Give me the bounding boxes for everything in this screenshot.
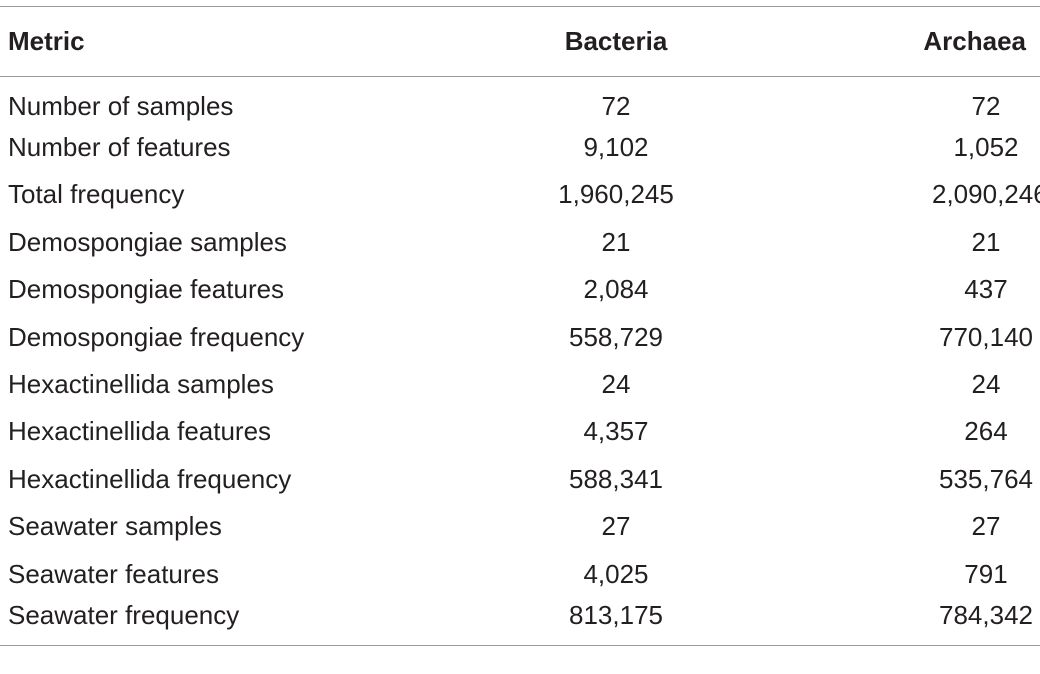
table-row: Hexactinellida samples 24 24: [0, 361, 1040, 408]
cell-metric: Hexactinellida frequency: [8, 463, 292, 494]
cell-bacteria: 4,025: [583, 558, 649, 589]
table-row: Number of samples 72 72: [0, 77, 1040, 124]
cell-metric: Demospongiae frequency: [8, 321, 305, 352]
cell-metric: Number of samples: [8, 90, 234, 121]
table-row: Hexactinellida frequency 588,341 535,764: [0, 456, 1040, 503]
cell-bacteria: 588,341: [569, 463, 663, 494]
cell-bacteria: 558,729: [569, 321, 663, 352]
cell-archaea: 24: [971, 369, 1001, 400]
cell-bacteria: 9,102: [583, 132, 649, 163]
cell-archaea: 535,764: [939, 463, 1033, 494]
metrics-table: Metric Bacteria Archaea Number of sample…: [0, 6, 1040, 646]
cell-metric: Total frequency: [8, 179, 185, 210]
table-body: Number of samples 72 72 Number of features 9…: [0, 77, 1040, 646]
cell-archaea: 770,140: [939, 321, 1033, 352]
cell-metric: Hexactinellida samples: [8, 369, 274, 400]
cell-metric: Seawater samples: [8, 511, 222, 542]
cell-archaea: 1,052: [953, 132, 1019, 163]
table-row: Seawater features 4,025 791: [0, 550, 1040, 597]
cell-archaea: 2,090,246: [932, 179, 1040, 210]
cell-bacteria: 24: [601, 369, 631, 400]
cell-metric: Demospongiae samples: [8, 226, 287, 257]
table-row: Demospongiae frequency 558,729 770,140: [0, 313, 1040, 360]
cell-metric: Demospongiae features: [8, 274, 285, 305]
cell-archaea: 784,342: [939, 599, 1033, 630]
table-row: Seawater samples 27 27: [0, 503, 1040, 550]
table-row: Demospongiae samples 21 21: [0, 219, 1040, 266]
cell-archaea: 437: [964, 274, 1008, 305]
table-row: Number of features 9,102 1,052: [0, 124, 1040, 171]
cell-bacteria: 4,357: [583, 416, 649, 447]
cell-archaea: 21: [971, 226, 1001, 257]
table-row: Seawater frequency 813,175 784,342: [0, 598, 1040, 645]
table-row: Demospongiae features 2,084 437: [0, 266, 1040, 313]
table-header: Metric Bacteria Archaea: [0, 6, 1040, 77]
cell-bacteria: 21: [601, 226, 631, 257]
cell-archaea: 264: [964, 416, 1008, 447]
column-header-bacteria: Bacteria: [564, 26, 668, 56]
cell-bacteria: 1,960,245: [558, 179, 674, 210]
cell-bacteria: 2,084: [583, 274, 649, 305]
cell-archaea: 791: [964, 558, 1008, 589]
cell-archaea: 72: [971, 90, 1001, 121]
cell-bacteria: 27: [601, 511, 631, 542]
column-header-metric: Metric: [8, 26, 85, 56]
column-header-archaea: Archaea: [923, 26, 1026, 56]
cell-metric: Seawater frequency: [8, 599, 240, 630]
cell-metric: Seawater features: [8, 558, 220, 589]
cell-metric: Number of features: [8, 132, 231, 163]
cell-bacteria: 813,175: [569, 599, 663, 630]
cell-archaea: 27: [971, 511, 1001, 542]
cell-bacteria: 72: [601, 90, 631, 121]
header-row: Metric Bacteria Archaea: [0, 6, 1040, 77]
cell-metric: Hexactinellida features: [8, 416, 272, 447]
table-row: Total frequency 1,960,245 2,090,246: [0, 171, 1040, 218]
table-row: Hexactinellida features 4,357 264: [0, 408, 1040, 455]
